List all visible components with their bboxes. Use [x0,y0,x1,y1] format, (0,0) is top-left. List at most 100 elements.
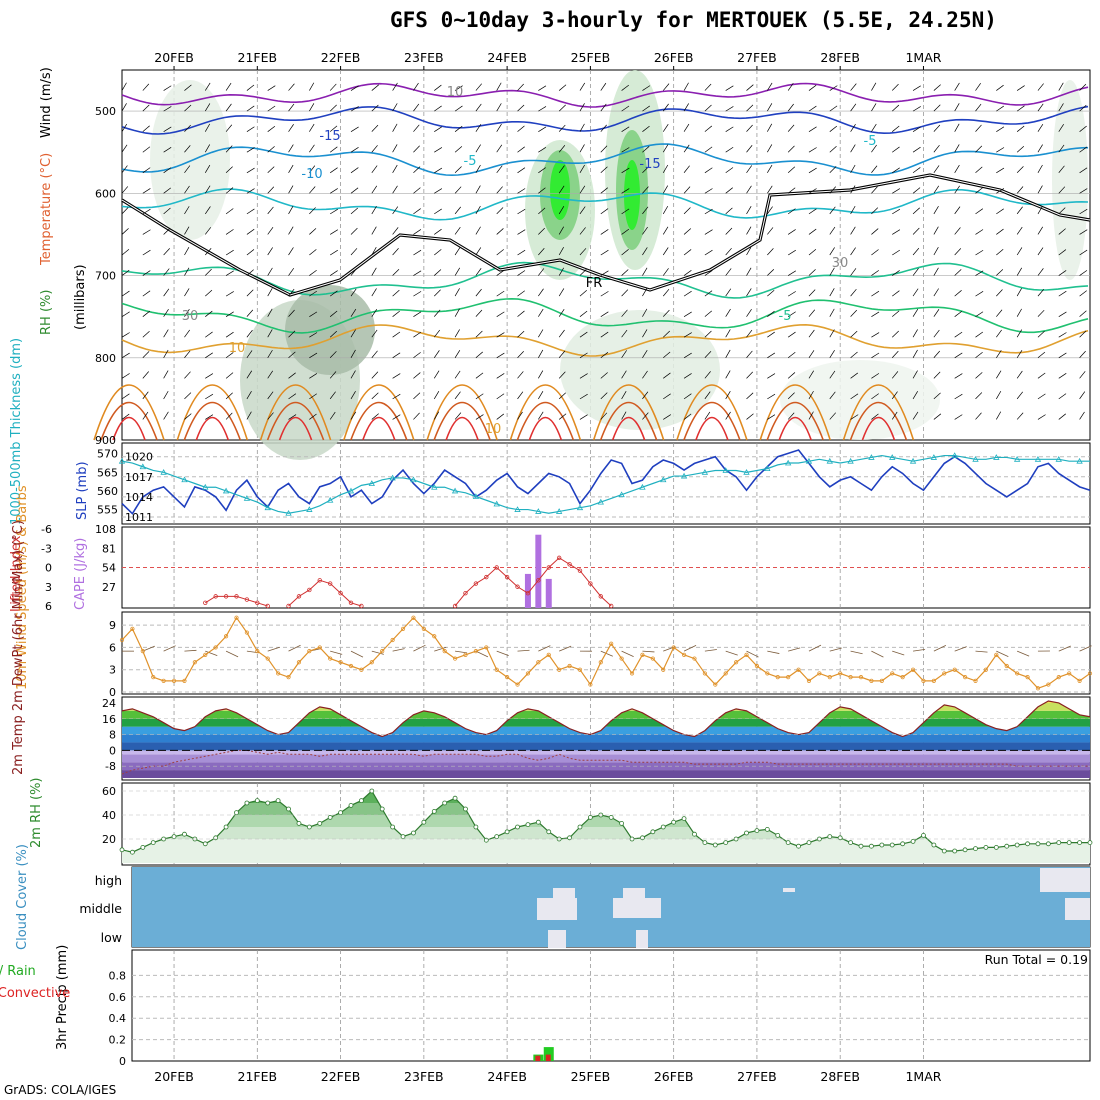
rh-marker [952,848,958,854]
wind10-marker [629,671,635,676]
slp-tick: 1020 [125,451,153,464]
thickness-marker [784,459,792,466]
wind-barb [662,123,669,132]
wind-barb [891,330,899,338]
wind10-marker [140,649,145,654]
wind10-tick: 9 [109,619,116,632]
li-marker [296,594,302,599]
li-marker [463,590,468,596]
wind-barb [746,329,753,338]
date-label-bottom: 21FEB [238,1069,278,1084]
rh-marker [671,819,677,825]
wind-barb [392,103,398,112]
thickness-marker [368,480,375,486]
li-marker [473,581,479,586]
cloud-patch [1040,868,1090,892]
wind-barb [1037,185,1043,194]
rh-marker [306,824,312,830]
wind-barb [121,413,130,420]
wind-barb [787,352,796,359]
wind-barb [808,269,816,276]
wind-barb [288,268,295,276]
wind-barb [642,267,648,276]
wind-barb [850,247,856,256]
wind-barb [746,124,753,132]
wind-barb [288,124,294,132]
wind-barb [1016,308,1022,317]
wind-barb [746,185,752,194]
rh-marker [452,795,458,801]
wind-barb [600,412,608,420]
wind-barb [225,82,232,91]
rh-marker [400,834,406,839]
wind-barb [871,393,879,400]
isotherm-25-arch [861,416,896,441]
wind-barb [538,411,544,420]
wind-barb [767,123,773,132]
wind-barb [246,228,255,235]
wind-barb [746,206,752,215]
wind-barb [1079,270,1088,276]
rh-marker [411,830,416,836]
wind-barb [538,268,545,276]
wind10-tick: 0 [109,686,116,699]
wind-barb [996,147,1005,153]
wind-barb [996,167,1005,174]
wind-barb [267,391,274,400]
wind-barb [662,247,669,256]
wind-barb [496,270,505,276]
wind-barb [163,147,172,153]
wind-barb [891,350,899,359]
wind-barb [850,144,856,153]
wind-barb [246,147,255,153]
wind-barb [642,85,651,91]
thickness-marker [181,476,188,483]
wind10-barb [205,650,218,657]
wind-barb [184,392,192,400]
wind-barb [163,308,169,317]
wind-barb [683,413,692,420]
wind-barb [912,411,919,420]
wind10-barb [871,650,884,658]
wind10-barb [1058,645,1071,652]
wind-barb [558,247,564,256]
wind-barb [517,411,523,420]
rh-marker [473,824,479,830]
wind-barb [579,103,585,112]
rh-marker [150,840,156,845]
wind-barb [142,310,151,317]
wind-barb [954,331,963,338]
wind-barb [267,206,274,215]
rh-marker [317,821,323,826]
wind-barb [434,167,443,174]
thickness-marker [576,504,584,511]
wind-barb [912,126,921,132]
wind-barb [683,82,689,91]
rh-marker [546,829,552,835]
wind10-barb [933,644,947,652]
rh-marker [1056,840,1062,845]
wind-barb [142,208,151,215]
wind-barb [1058,186,1066,194]
wind-barb [850,205,856,215]
rh-marker [1077,840,1082,845]
wind-barb [871,311,880,317]
wind-barb [1079,330,1087,338]
wind-barb [704,104,712,112]
wind-barb [454,349,461,358]
wind-barb [787,412,795,420]
li-marker [255,600,260,605]
wind10-marker [702,671,707,676]
wind-barb [246,126,255,132]
wind-barb [1037,164,1043,173]
pressure-tick: 500 [95,105,116,118]
wind-barb [454,206,462,215]
wind-barb [558,145,566,153]
wind10-barb [975,650,988,653]
wind-barb [475,351,483,359]
cape-tick: 81 [102,542,116,555]
thickness-marker [743,469,750,475]
rh-marker [827,834,833,839]
wind-barb [600,372,608,379]
wind-barb [1079,208,1088,215]
